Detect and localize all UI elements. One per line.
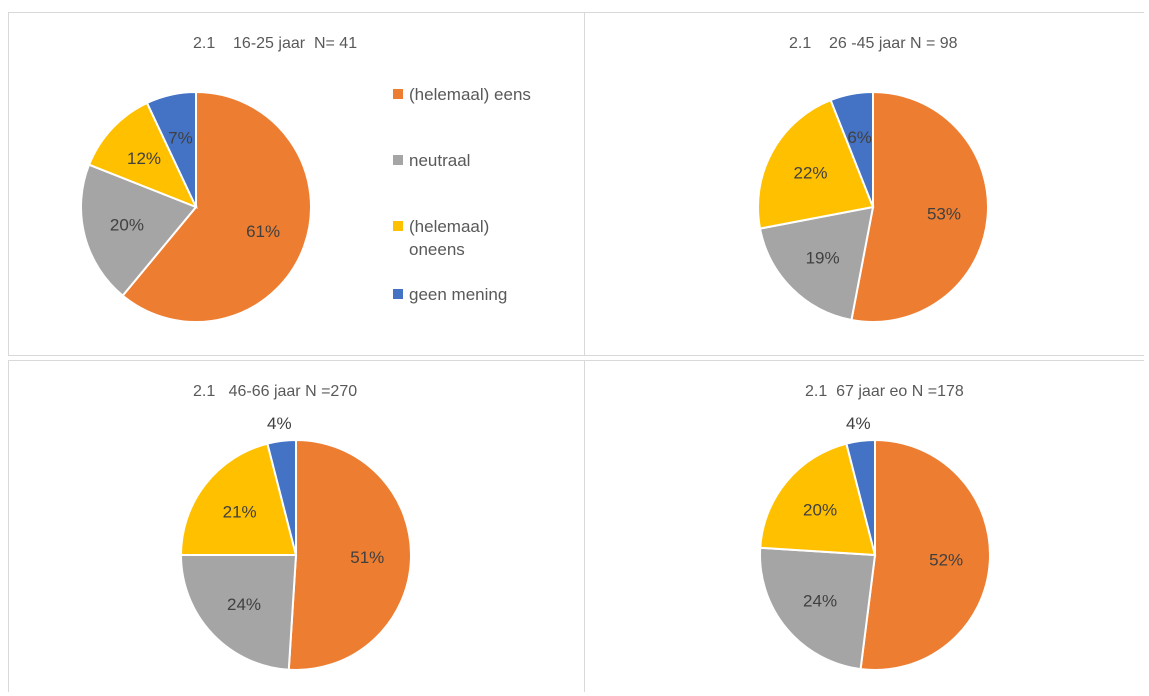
pie-slice-oneens [759,442,877,557]
data-label-geen-mening: 4% [846,414,871,433]
legend-swatch-geen-mening [393,289,403,299]
chart-title: 2.1 46-66 jaar N =270 [193,383,358,400]
pie-slice-eens [859,438,991,671]
pie-chart-26-45: 53% 19% 22% 6% [757,90,989,323]
legend-item-oneens: (helemaal) oneens [393,215,499,261]
data-label-neutraal: 24% [227,595,261,614]
pie-slice-geen-mening [266,438,297,556]
chart-panel-26-45: 2.1 26 -45 jaar N = 98 53% 19% 22% 6% [584,12,1144,356]
pie-chart-67-plus: 52% 24% 20% 4% [759,414,991,671]
data-label-neutraal: 19% [806,248,840,267]
data-label-oneens: 22% [794,164,828,183]
data-label-geen-mening: 6% [847,128,872,147]
pie-slice-oneens [87,101,198,209]
legend-label-geen-mening: geen mening [409,285,508,304]
data-label-neutraal: 24% [803,591,837,610]
legend-swatch-neutraal [393,155,403,165]
chart-panel-46-66: 2.1 46-66 jaar N =270 51% 24% 21% 4% [8,360,586,692]
legend-label-oneens: (helemaal) oneens [409,217,490,259]
chart-title: 2.1 67 jaar eo N =178 [805,383,964,400]
pie-slice-geen-mening [845,438,876,556]
pie-chart-16-25: 61% 20% 12% 7% [80,90,312,323]
pie-slice-geen-mening [829,90,874,208]
data-label-neutraal: 20% [110,216,144,235]
legend-item-neutraal: neutraal [393,149,539,172]
legend-item-geen-mening: geen mening [393,283,539,306]
legend-label-neutraal: neutraal [409,151,471,170]
data-label-geen-mening: 4% [267,414,292,433]
data-label-eens: 53% [927,205,961,224]
data-label-oneens: 20% [803,501,837,520]
data-label-eens: 52% [929,550,963,569]
pie-chart-46-66: 51% 24% 21% 4% [179,414,412,671]
chart-panel-16-25: 2.1 16-25 jaar N= 41 61% 20% 12% 7% (helema… [8,12,586,356]
legend-label-eens: (helemaal) eens [409,85,531,104]
data-label-oneens: 12% [127,149,161,168]
pie-slice-eens [121,90,312,323]
pie-slice-geen-mening [145,90,197,208]
legend-swatch-oneens [393,221,403,231]
pie-slice-oneens [179,442,298,556]
data-label-geen-mening: 7% [168,128,193,147]
pie-slice-neutraal [758,205,875,322]
data-label-eens: 51% [350,548,384,567]
data-label-oneens: 21% [223,502,257,521]
pie-slice-eens [287,438,412,671]
pie-slice-eens [850,90,989,323]
chart-panel-67-plus: 2.1 67 jaar eo N =178 52% 24% 20% 4% [584,360,1144,692]
chart-title: 2.1 16-25 jaar N= 41 [193,35,358,52]
pie-slice-neutraal [80,163,198,298]
data-label-eens: 61% [246,222,280,241]
legend-swatch-eens [393,89,403,99]
pie-slice-neutraal [179,554,298,671]
pie-slice-neutraal [759,546,877,671]
pie-slice-oneens [757,98,875,230]
legend-item-eens: (helemaal) eens [393,83,539,106]
chart-title: 2.1 26 -45 jaar N = 98 [789,35,958,52]
